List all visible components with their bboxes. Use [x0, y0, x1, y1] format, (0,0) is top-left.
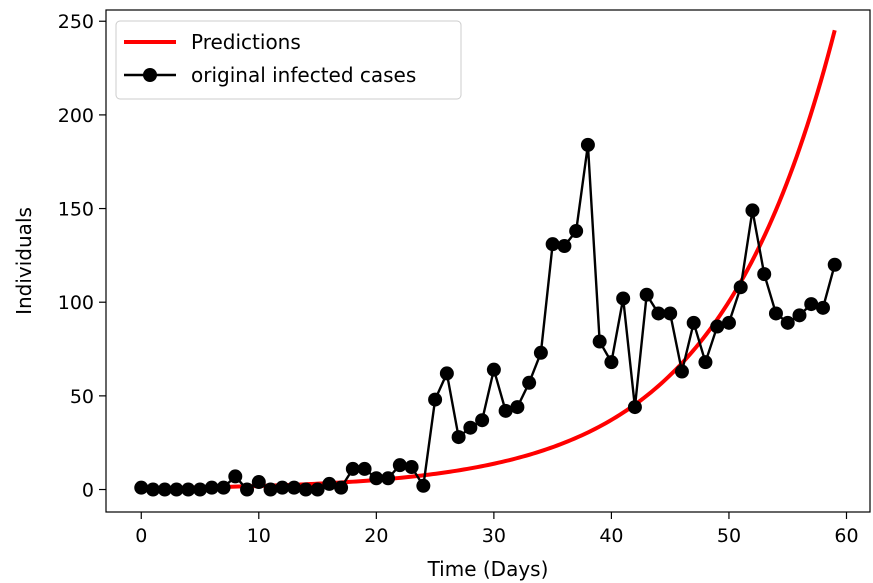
data-point — [475, 413, 490, 428]
data-point — [616, 291, 631, 306]
data-point — [639, 287, 654, 302]
data-point — [580, 137, 595, 152]
data-point — [228, 469, 243, 484]
data-point — [181, 482, 196, 497]
data-point — [557, 239, 572, 254]
data-point — [322, 476, 337, 491]
x-axis-ticks: 0 10 20 30 40 50 60 — [135, 512, 859, 547]
data-point — [251, 475, 266, 490]
original-cases-markers — [134, 137, 842, 497]
data-point — [592, 334, 607, 349]
data-point — [263, 482, 278, 497]
data-point — [357, 461, 372, 476]
data-point — [651, 306, 666, 321]
data-point — [334, 480, 349, 495]
y-tick-label: 150 — [58, 199, 94, 221]
y-tick-label: 200 — [58, 105, 94, 127]
data-point — [381, 471, 396, 486]
x-tick-label: 0 — [135, 525, 147, 547]
data-point — [768, 306, 783, 321]
data-point — [698, 355, 713, 370]
data-point — [392, 458, 407, 473]
data-point — [674, 364, 689, 379]
data-point — [193, 482, 208, 497]
data-point — [827, 257, 842, 272]
data-point — [275, 480, 290, 495]
data-point — [804, 297, 819, 312]
data-point — [663, 306, 678, 321]
data-point — [345, 461, 360, 476]
data-point — [627, 400, 642, 415]
y-tick-label: 250 — [58, 11, 94, 33]
data-point — [533, 345, 548, 360]
x-tick-label: 40 — [599, 525, 623, 547]
y-tick-label: 50 — [70, 386, 94, 408]
data-point — [686, 315, 701, 330]
data-point — [815, 300, 830, 315]
data-point — [451, 430, 466, 445]
x-tick-label: 50 — [717, 525, 741, 547]
data-point — [710, 319, 725, 334]
x-tick-label: 60 — [834, 525, 858, 547]
data-point — [134, 480, 149, 495]
legend-predictions-label: Predictions — [191, 30, 301, 54]
data-point — [428, 392, 443, 407]
y-tick-label: 100 — [58, 292, 94, 314]
data-point — [733, 280, 748, 295]
data-point — [287, 480, 302, 495]
y-axis-ticks: 0 50 100 150 200 250 — [58, 11, 106, 502]
data-point — [310, 482, 325, 497]
data-point — [298, 482, 313, 497]
data-point — [169, 482, 184, 497]
legend-cases-marker — [143, 68, 157, 82]
x-tick-label: 10 — [247, 525, 271, 547]
x-axis-label: Time (Days) — [427, 557, 549, 581]
legend-cases-label: original infected cases — [191, 63, 416, 87]
y-tick-label: 0 — [82, 480, 94, 502]
legend: Predictions original infected cases — [115, 20, 462, 100]
x-tick-label: 30 — [482, 525, 506, 547]
data-point — [240, 482, 255, 497]
data-point — [216, 480, 231, 495]
data-point — [780, 315, 795, 330]
data-point — [157, 482, 172, 497]
data-point — [721, 315, 736, 330]
legend-box — [115, 20, 462, 100]
data-point — [404, 460, 419, 475]
y-axis-label: Individuals — [12, 207, 36, 315]
data-point — [416, 478, 431, 493]
data-point — [510, 400, 525, 415]
data-point — [486, 362, 501, 377]
data-point — [792, 308, 807, 323]
data-point — [463, 420, 478, 435]
data-point — [745, 203, 760, 218]
data-point — [604, 355, 619, 370]
data-point — [369, 471, 384, 486]
data-point — [545, 237, 560, 252]
data-point — [204, 480, 219, 495]
data-point — [439, 366, 454, 381]
data-point — [498, 403, 513, 418]
data-point — [757, 267, 772, 282]
x-tick-label: 20 — [364, 525, 388, 547]
data-point — [146, 482, 161, 497]
data-point — [569, 224, 584, 239]
data-point — [522, 375, 537, 390]
